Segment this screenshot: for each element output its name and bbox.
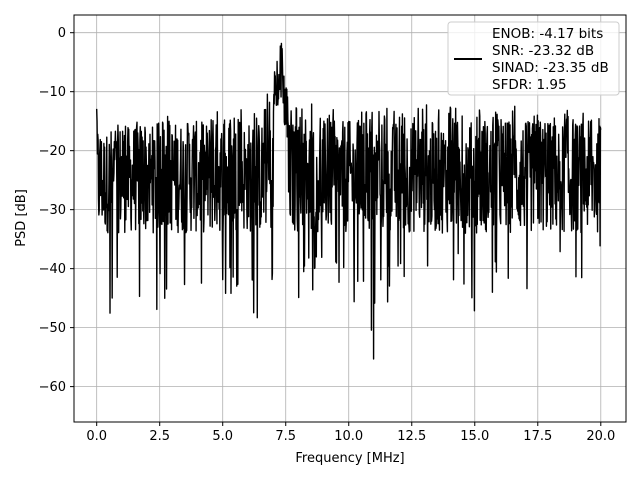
x-tick-label: 17.5 [523,429,552,444]
psd-series-line [95,42,602,360]
x-tick-label: 12.5 [397,429,426,444]
x-tick-label: 15.0 [460,429,489,444]
y-tick-label: −40 [39,262,66,277]
y-tick-label: 0 [58,26,66,41]
x-axis-label: Frequency [MHz] [295,451,404,466]
psd-series [95,42,602,360]
legend-box [447,21,620,96]
x-tick-label: 5.0 [212,429,233,444]
legend-sfdr: SFDR: 1.95 [492,77,567,93]
y-axis-label: PSD [dB] [14,189,29,247]
x-tick-label: 2.5 [149,429,170,444]
legend-sinad: SINAD: -23.35 dB [492,60,609,76]
x-tick-label: 10.0 [334,429,363,444]
x-tick-label: 20.0 [586,429,615,444]
y-tick-label: −10 [39,85,66,100]
y-tick-label: −30 [39,203,66,218]
y-tick-label: −60 [39,380,66,395]
y-tick-label: −50 [39,321,66,336]
y-tick-label: −20 [39,144,66,159]
x-tick-label: 7.5 [275,429,296,444]
legend-enob: ENOB: -4.17 bits [492,26,603,42]
axis-ticks: 0.0 2.5 5.0 7.5 10.0 12.5 15.0 17.5 20.0 0 −10 −20 −… [39,26,616,444]
legend: ENOB: -4.17 bits SNR: -23.32 dB SINAD: -… [447,21,620,96]
legend-snr: SNR: -23.32 dB [492,43,594,59]
plot-frame [73,14,627,423]
x-tick-label: 0.0 [86,429,107,444]
